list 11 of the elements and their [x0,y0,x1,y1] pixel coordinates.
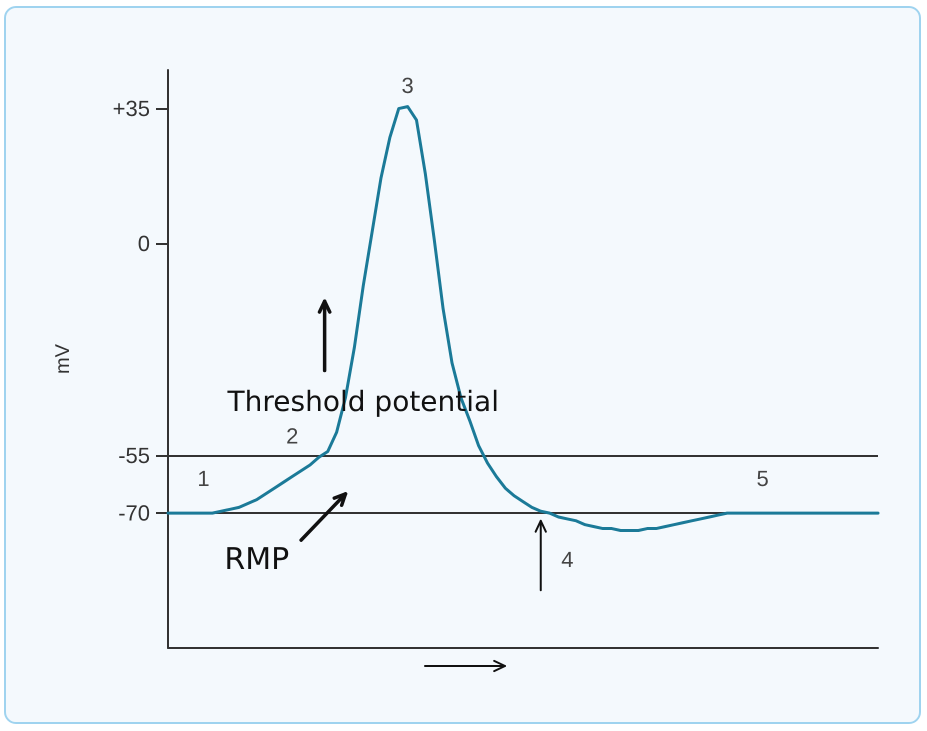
annotation: 4 [561,546,574,572]
annotation: 1 [197,466,210,491]
y-tick-label: +35 [112,96,150,122]
y-tick-label: 0 [138,230,150,256]
y-tick-label: -55 [118,442,150,468]
annotation: RMP [224,542,290,577]
annotation: 2 [286,424,298,449]
y-tick-label: -70 [118,500,150,526]
annotation: 3 [402,72,414,98]
y-axis-title: mV [52,343,74,374]
annotation: 5 [756,466,769,491]
